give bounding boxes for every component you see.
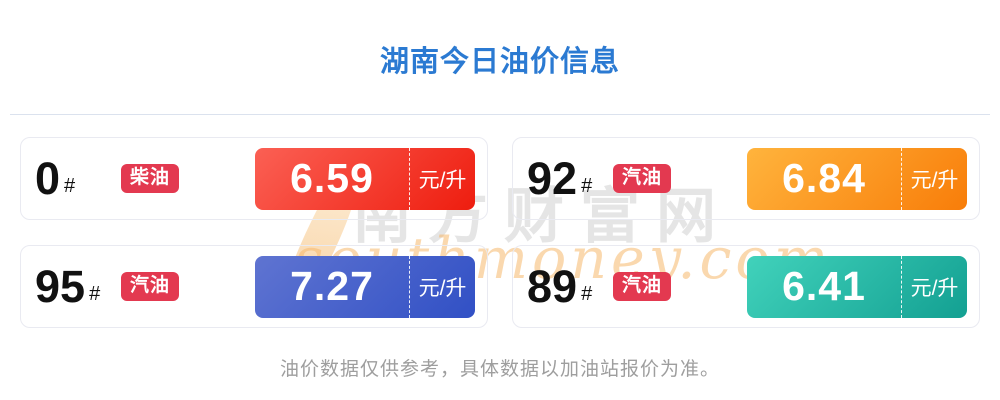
fuel-grade: 0 # [35,156,121,201]
fuel-grade-number: 0 [35,153,61,204]
fuel-card-89-gasoline: 89 # 汽油 6.41 元/升 [512,245,980,328]
fuel-type-badge: 汽油 [121,271,180,302]
page-title: 湖南今日油价信息 [379,46,620,78]
price-button[interactable]: 6.84 元/升 [747,147,967,210]
price-button[interactable]: 6.41 元/升 [747,255,967,318]
fuel-card-92-gasoline: 92 # 汽油 6.84 元/升 [512,137,980,220]
header-divider [10,114,990,115]
disclaimer-text: 油价数据仅供参考，具体数据以加油站报价为准。 [279,359,720,380]
fuel-type-badge: 柴油 [121,163,180,194]
fuel-grade-number: 92 [527,153,578,204]
price-cards-grid: 0 # 柴油 6.59 元/升 92 # 汽油 6.84 元/升 95 # 汽油… [20,137,980,328]
fuel-card-0-diesel: 0 # 柴油 6.59 元/升 [20,137,488,220]
price-button[interactable]: 7.27 元/升 [255,255,475,318]
price-button[interactable]: 6.59 元/升 [255,147,475,210]
fuel-grade-number: 95 [35,261,86,312]
price-value: 6.84 [782,155,866,201]
fuel-type-badge: 汽油 [613,163,672,194]
price-unit: 元/升 [901,255,967,318]
price-unit: 元/升 [409,255,475,318]
price-value: 6.41 [782,263,866,309]
price-unit: 元/升 [901,147,967,210]
fuel-grade: 89 # [527,264,613,309]
fuel-grade-hash: # [89,283,101,305]
fuel-card-95-gasoline: 95 # 汽油 7.27 元/升 [20,245,488,328]
fuel-grade-number: 89 [527,261,578,312]
fuel-grade: 92 # [527,156,613,201]
price-value: 7.27 [290,263,374,309]
fuel-grade-hash: # [64,175,76,197]
price-unit: 元/升 [409,147,475,210]
fuel-grade: 95 # [35,264,121,309]
fuel-grade-hash: # [581,175,593,197]
fuel-grade-hash: # [581,283,593,305]
fuel-type-badge: 汽油 [613,271,672,302]
price-value: 6.59 [290,155,374,201]
